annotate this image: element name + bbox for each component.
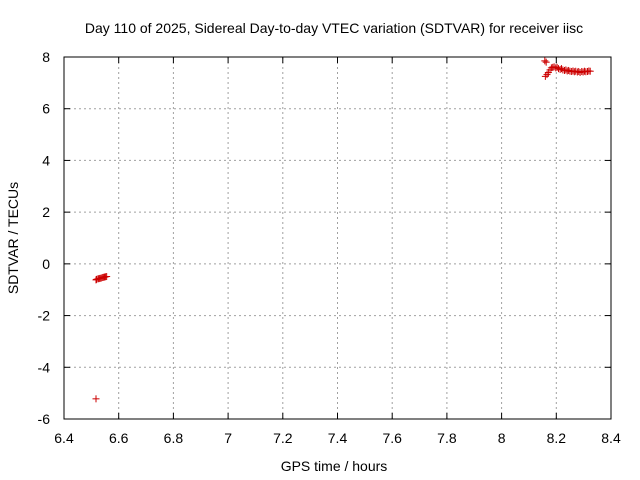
data-point: [103, 273, 111, 281]
data-point: [576, 69, 584, 77]
chart-title: Day 110 of 2025, Sidereal Day-to-day VTE…: [85, 20, 583, 36]
x-tick-label: 7.2: [273, 430, 293, 446]
x-tick-label: 7: [224, 430, 232, 446]
grid-lines: [64, 57, 611, 419]
y-tick-label: 4: [42, 152, 50, 168]
x-tick-label: 8: [498, 430, 506, 446]
y-tick-label: 6: [42, 101, 50, 117]
x-tick-label: 6.4: [54, 430, 74, 446]
x-tick-label: 7.4: [328, 430, 348, 446]
data-points: [92, 57, 594, 403]
x-tick-label: 8.2: [547, 430, 567, 446]
data-point: [542, 58, 550, 66]
y-tick-label: -2: [38, 308, 51, 324]
x-tick-label: 6.8: [164, 430, 184, 446]
data-point: [565, 66, 573, 74]
x-axis-label: GPS time / hours: [281, 458, 388, 474]
data-point: [541, 57, 549, 65]
x-tick-label: 8.4: [601, 430, 621, 446]
y-tick-label: -4: [38, 359, 51, 375]
data-point: [586, 67, 594, 75]
x-tick-label: 7.8: [437, 430, 457, 446]
data-point: [550, 63, 558, 71]
x-tick-label: 6.6: [109, 430, 129, 446]
y-tick-label: -6: [38, 411, 51, 427]
y-tick-label: 8: [42, 49, 50, 65]
y-axis-label: SDTVAR / TECUs: [5, 182, 21, 294]
x-tick-label: 7.6: [382, 430, 402, 446]
axis-ticks: 6.4 6.6 6.8 7 7.2 7.4 7.6 7.8 8 8.2 8.4 -6 -4 -2 0 2 4 6 8: [38, 49, 621, 446]
data-point: [557, 65, 565, 73]
y-tick-label: 0: [42, 256, 50, 272]
data-point: [92, 395, 100, 403]
y-tick-label: 2: [42, 204, 50, 220]
data-point: [92, 276, 100, 284]
data-point: [541, 72, 549, 80]
plot-frame: [63, 56, 612, 420]
